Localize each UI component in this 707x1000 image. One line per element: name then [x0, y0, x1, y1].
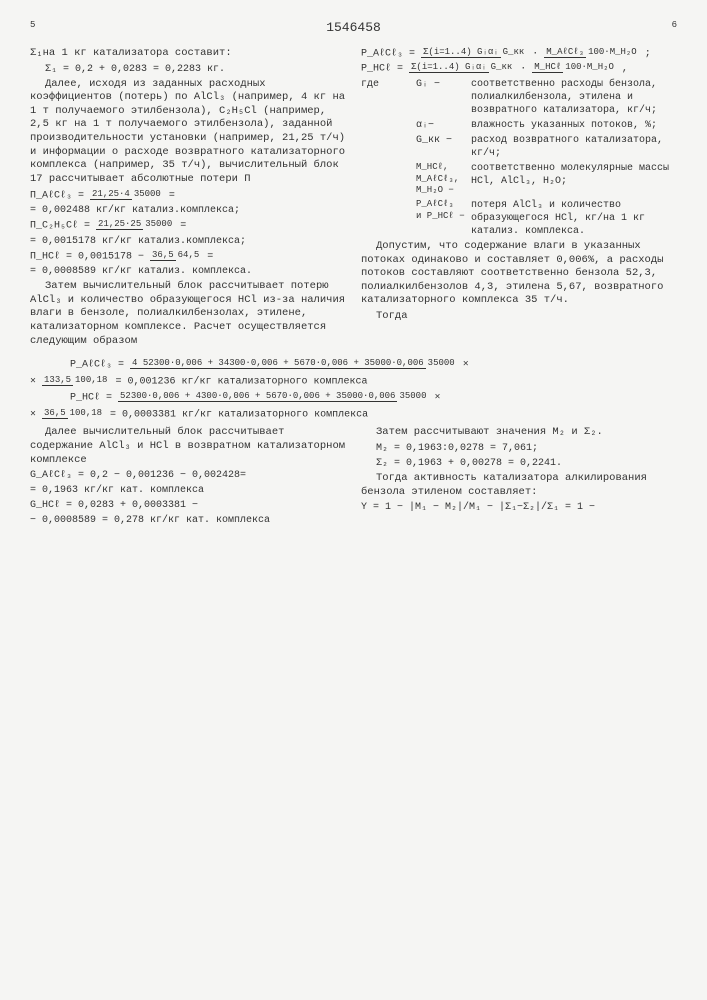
page-right-num: 6 [672, 20, 677, 45]
page-left-num: 5 [30, 20, 35, 45]
wide-calculations: P_AℓCℓ₃ = 4 52300·0,006 + 34300·0,006 + … [30, 358, 677, 421]
equation: Σ₁ = 0,2 + 0,0283 = 0,2283 кг. [30, 63, 346, 76]
equation: G_HCℓ = 0,0283 + 0,0003381 − [30, 499, 346, 512]
definition: G_кк − расход возвратного катализатора, … [361, 134, 677, 160]
paragraph: Допустим, что содержание влаги в указанн… [361, 240, 677, 308]
equation: × 36,5100,18 = 0,0003381 кг/кг катализат… [30, 408, 677, 421]
text: Тогда [361, 310, 677, 324]
equation: G_AℓCℓ₃ = 0,2 − 0,001236 − 0,002428= [30, 469, 346, 482]
bottom-right-column: Затем рассчитывают значения M₂ и Σ₂. M₂ … [361, 424, 677, 529]
equation: Σ₂ = 0,1963 + 0,00278 = 0,2241. [361, 457, 677, 470]
paragraph: Затем вычислительный блок рассчитывает п… [30, 280, 346, 348]
equation: = 0,0008589 кг/кг катализ. комплекса. [30, 265, 346, 278]
definition: где Gᵢ − соответственно расходы бензола,… [361, 78, 677, 117]
equation: P_AℓCℓ₃ = Σ(i=1..4) GᵢαᵢG_кк · M_AℓCℓ₃10… [361, 47, 677, 60]
equation: П_HCℓ = 0,0015178 − 36,564,5 = [30, 250, 346, 263]
equation: P_HCℓ = Σ(i=1..4) GᵢαᵢG_кк · M_HCℓ100·M_… [361, 62, 677, 75]
upper-columns: Σ₁на 1 кг катализатора составит: Σ₁ = 0,… [30, 45, 677, 350]
paragraph: Далее вычислительный блок рассчитывает с… [30, 426, 346, 467]
paragraph: Далее, исходя из заданных расходных коэф… [30, 78, 346, 187]
definition: αᵢ− влажность указанных потоков, %; [361, 119, 677, 132]
right-column: P_AℓCℓ₃ = Σ(i=1..4) GᵢαᵢG_кк · M_AℓCℓ₃10… [361, 45, 677, 350]
equation: × 133,5100,18 = 0,001236 кг/кг катализат… [30, 375, 677, 388]
paragraph: Тогда активность катализатора алкилирова… [361, 472, 677, 499]
definition: M_HCℓ,M_AℓCℓ₃,M_H₂O − соответственно мол… [361, 162, 677, 197]
equation: = 0,002488 кг/кг катализ.комплекса; [30, 204, 346, 217]
equation: P_HCℓ = 52300·0,006 + 4300·0,006 + 5670·… [30, 391, 677, 404]
equation: = 0,0015178 кг/кг катализ.комплекса; [30, 235, 346, 248]
equation: Y = 1 − |M₁ − M₂|/M₁ − |Σ₁−Σ₂|/Σ₁ = 1 − [361, 501, 677, 514]
lower-columns: Далее вычислительный блок рассчитывает с… [30, 424, 677, 529]
paragraph: Затем рассчитывают значения M₂ и Σ₂. [361, 426, 677, 440]
left-column: Σ₁на 1 кг катализатора составит: Σ₁ = 0,… [30, 45, 346, 350]
equation: − 0,0008589 = 0,278 кг/кг кат. комплекса [30, 514, 346, 527]
page-header: 5 1546458 6 [30, 20, 677, 45]
equation: P_AℓCℓ₃ = 4 52300·0,006 + 34300·0,006 + … [30, 358, 677, 371]
equation: П_C₂H₅Cℓ = 21,25·2535000 = [30, 219, 346, 232]
equation: П_AℓCℓ₃ = 21,25·435000 = [30, 189, 346, 202]
text: Σ₁на 1 кг катализатора составит: [30, 47, 346, 61]
patent-number: 1546458 [326, 20, 381, 37]
bottom-left-column: Далее вычислительный блок рассчитывает с… [30, 424, 346, 529]
equation: = 0,1963 кг/кг кат. комплекса [30, 484, 346, 497]
equation: M₂ = 0,1963:0,0278 = 7,061; [361, 442, 677, 455]
definition: P_AℓCℓ₃и P_HCℓ − потеря AlCl₃ и количест… [361, 199, 677, 238]
